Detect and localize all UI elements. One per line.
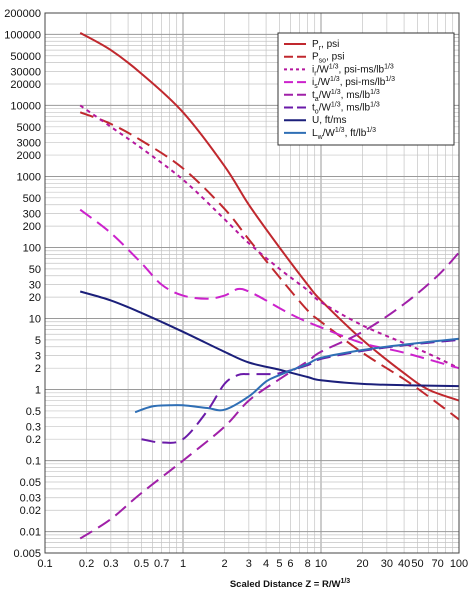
legend-label-ir: ir/W1/3, psi-ms/lb1/3 xyxy=(312,63,394,77)
series-line-ta xyxy=(79,251,460,540)
x-tick-label: 50 xyxy=(411,558,423,570)
x-axis-title-main: Scaled Distance Z = R/W xyxy=(230,579,341,590)
series-line-pr xyxy=(79,32,460,402)
x-tick-labels: 0.1 0.2 0.3 0.5 0.7 1 2 3 4 5 6 8 10 20 30 40 50 70 100 xyxy=(37,558,468,570)
y-tick-label: 30000 xyxy=(10,67,41,79)
legend-label-u: U, ft/ms xyxy=(312,115,346,126)
y-tick-label: 0.5 xyxy=(26,406,41,418)
y-tick-label: 500 xyxy=(23,193,41,205)
x-tick-label: 2 xyxy=(221,558,227,570)
x-tick-label: 3 xyxy=(246,558,252,570)
y-tick-label: 3000 xyxy=(17,138,41,150)
x-tick-label: 6 xyxy=(287,558,293,570)
x-tick-label: 8 xyxy=(305,558,311,570)
y-tick-label: 20000 xyxy=(10,79,41,91)
y-tick-label: 5 xyxy=(35,335,41,347)
y-tick-label: 300 xyxy=(23,209,41,221)
x-axis-title: Scaled Distance Z = R/W1/3 xyxy=(230,578,350,590)
y-tick-label: 5000 xyxy=(17,122,41,134)
y-tick-label: 0.05 xyxy=(20,477,41,489)
y-tick-label: 200 xyxy=(23,221,41,233)
legend-label-pr: Pr, psi xyxy=(312,39,339,52)
x-tick-label: 0.5 xyxy=(134,558,149,570)
legend-label-is: is/W1/3, psi-ms/lb1/3 xyxy=(312,76,395,90)
legend-box xyxy=(277,32,455,146)
series-layer xyxy=(79,32,460,540)
series-line-pso xyxy=(79,111,460,421)
legend-label-to: to/W1/3, ms/lb1/3 xyxy=(312,102,380,116)
y-tick-label: 0.02 xyxy=(20,505,41,517)
y-tick-label: 0.005 xyxy=(13,548,41,560)
y-tick-label: 30 xyxy=(29,280,41,292)
x-tick-label: 0.7 xyxy=(154,558,169,570)
y-tick-label: 50000 xyxy=(10,51,41,63)
y-tick-label: 0.01 xyxy=(20,527,41,539)
y-tick-label: 2000 xyxy=(17,150,41,162)
y-tick-label: 50 xyxy=(29,264,41,276)
x-tick-label: 100 xyxy=(450,558,468,570)
legend-label-pso: Pso, psi xyxy=(312,52,344,65)
y-tick-label: 1000 xyxy=(17,171,41,183)
y-tick-label: 10 xyxy=(29,314,41,326)
y-tick-label: 100 xyxy=(23,242,41,254)
x-tick-label: 70 xyxy=(431,558,443,570)
x-tick-label: 1 xyxy=(180,558,186,570)
legend-label-ta: ta/W1/3, ms/lb1/3 xyxy=(312,89,380,103)
x-tick-label: 0.3 xyxy=(103,558,118,570)
y-tick-label: 0.2 xyxy=(26,434,41,446)
series-line-is xyxy=(79,208,460,370)
x-tick-label: 30 xyxy=(381,558,393,570)
x-tick-label: 0.2 xyxy=(79,558,94,570)
x-tick-label: 4 xyxy=(263,558,269,570)
y-tick-label: 0.3 xyxy=(26,422,41,434)
y-tick-label: 100000 xyxy=(4,29,41,41)
x-axis-title-sup: 1/3 xyxy=(340,578,350,585)
legend-label-lw: Lw/W1/3, ft/lb1/3 xyxy=(312,127,376,141)
y-tick-label: 10000 xyxy=(10,100,41,112)
y-tick-label: 0.03 xyxy=(20,493,41,505)
plot-frame xyxy=(44,12,460,554)
y-tick-label: 20 xyxy=(29,292,41,304)
x-tick-label: 0.1 xyxy=(37,558,52,570)
series-line-lw xyxy=(134,337,460,414)
x-tick-label: 20 xyxy=(356,558,368,570)
x-tick-label: 40 xyxy=(398,558,410,570)
x-tick-label: 5 xyxy=(276,558,282,570)
y-tick-label: 3 xyxy=(35,351,41,363)
series-line-ir xyxy=(79,104,460,370)
y-tick-label: 0.1 xyxy=(26,456,41,468)
y-tick-labels: 2000001000005000030000200001000050003000… xyxy=(4,8,41,560)
x-tick-label: 10 xyxy=(315,558,327,570)
y-tick-label: 1 xyxy=(35,385,41,397)
series-line-u xyxy=(79,290,460,388)
y-tick-label: 2 xyxy=(35,363,41,375)
grid-layer xyxy=(45,13,459,553)
y-tick-label: 200000 xyxy=(4,8,41,20)
